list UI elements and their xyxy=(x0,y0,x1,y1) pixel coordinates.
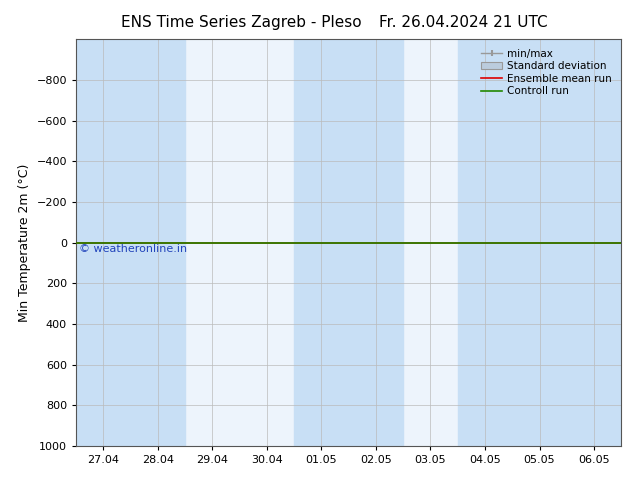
Text: Fr. 26.04.2024 21 UTC: Fr. 26.04.2024 21 UTC xyxy=(378,15,547,30)
Text: © weatheronline.in: © weatheronline.in xyxy=(79,244,187,254)
Y-axis label: Min Temperature 2m (°C): Min Temperature 2m (°C) xyxy=(18,163,31,322)
Text: ENS Time Series Zagreb - Pleso: ENS Time Series Zagreb - Pleso xyxy=(120,15,361,30)
Bar xyxy=(76,39,185,446)
Bar xyxy=(294,39,403,446)
Legend: min/max, Standard deviation, Ensemble mean run, Controll run: min/max, Standard deviation, Ensemble me… xyxy=(477,45,616,100)
Bar xyxy=(458,39,621,446)
